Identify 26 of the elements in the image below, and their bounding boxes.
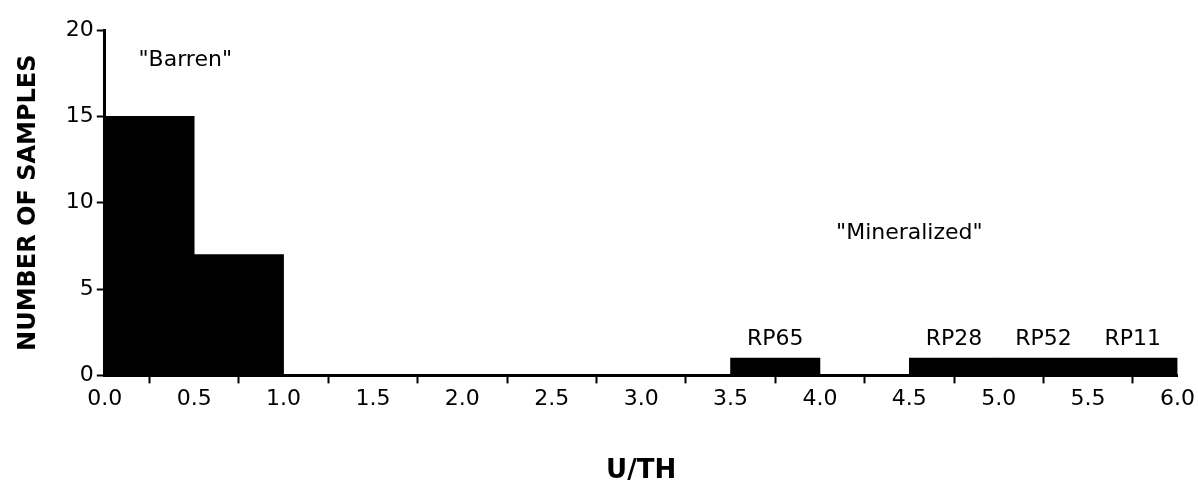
annotation: RP28 bbox=[925, 324, 983, 350]
annotation: "Barren" bbox=[138, 46, 233, 72]
x-tick-label: 5.0 bbox=[981, 385, 1017, 411]
x-tick-label: 0.0 bbox=[87, 385, 123, 411]
x-axis-title: U/TH bbox=[606, 454, 677, 485]
x-tick-label: 3.0 bbox=[623, 385, 659, 411]
y-tick-label: 15 bbox=[65, 102, 94, 128]
x-tick-label: 1.5 bbox=[355, 385, 391, 411]
y-tick-label: 20 bbox=[65, 15, 94, 41]
x-tick-label: 5.5 bbox=[1070, 385, 1106, 411]
x-tick-label: 2.5 bbox=[534, 385, 570, 411]
annotation: RP65 bbox=[746, 324, 804, 350]
x-tick-label: 0.5 bbox=[176, 385, 212, 411]
x-tick-label: 6.0 bbox=[1160, 385, 1196, 411]
annotation: RP11 bbox=[1104, 324, 1162, 350]
x-tick-label: 2.0 bbox=[444, 385, 480, 411]
y-tick-label: 0 bbox=[79, 361, 94, 387]
annotation: RP52 bbox=[1015, 324, 1072, 350]
annotation: "Mineralized" bbox=[836, 218, 983, 244]
y-tick-label: 10 bbox=[65, 188, 94, 214]
x-tick-label: 1.0 bbox=[266, 385, 302, 411]
x-tick-label: 4.0 bbox=[802, 385, 838, 411]
y-tick-label: 5 bbox=[79, 274, 94, 300]
y-axis-title: NUMBER OF SAMPLES bbox=[12, 54, 41, 351]
x-tick-label: 4.5 bbox=[891, 385, 927, 411]
x-tick-label: 3.5 bbox=[713, 385, 749, 411]
